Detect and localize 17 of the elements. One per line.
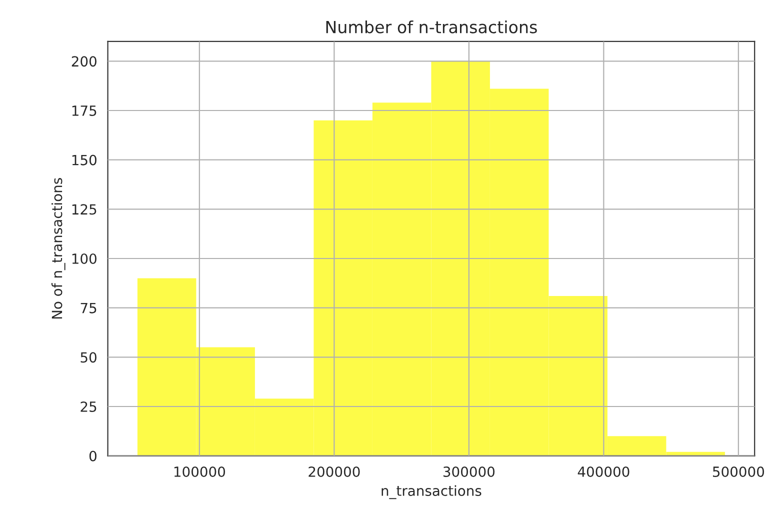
y-tick-label: 150 bbox=[72, 154, 96, 166]
y-axis-title: No of n_transactions bbox=[51, 178, 66, 319]
chart-title: Number of n-transactions bbox=[326, 20, 537, 34]
x-tick-label: 200000 bbox=[308, 466, 360, 478]
y-tick-label: 200 bbox=[72, 56, 96, 67]
y-tick-label: 100 bbox=[72, 253, 96, 264]
y-tick-label: 125 bbox=[72, 204, 96, 215]
y-tick-label: 50 bbox=[80, 352, 96, 363]
x-axis-title: n_transactions bbox=[382, 485, 482, 500]
y-tick-label: 75 bbox=[80, 302, 96, 314]
x-tick-label: 500000 bbox=[712, 466, 764, 478]
y-tick-label: 25 bbox=[80, 401, 96, 412]
x-tick-label: 300000 bbox=[443, 466, 495, 478]
y-tick-label: 0 bbox=[89, 450, 96, 462]
x-tick-label: 100000 bbox=[174, 466, 226, 478]
x-tick-label: 400000 bbox=[578, 466, 630, 478]
y-tick-label: 175 bbox=[72, 106, 96, 116]
